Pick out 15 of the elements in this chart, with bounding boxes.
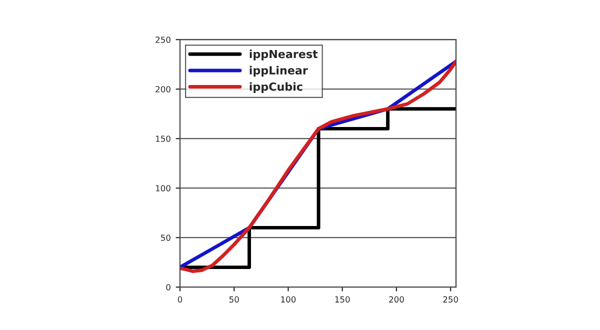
y-tick-label: 150 [156, 136, 170, 142]
y-tick-label: 100 [156, 185, 170, 192]
y-tick-label: 250 [156, 36, 170, 43]
x-tick-label: 0 [178, 296, 182, 303]
x-tick-label: 100 [281, 296, 296, 303]
x-tick-label: 150 [335, 296, 350, 303]
x-tick-label: 200 [389, 296, 404, 303]
y-tick-label: 50 [161, 234, 170, 241]
y-tick-label: 0 [166, 284, 170, 290]
legend-label: ippCubic [250, 82, 302, 93]
legend-label: ippNearest [250, 50, 318, 60]
legend-label: ippLinear [250, 66, 308, 77]
x-tick-label: 50 [229, 296, 239, 303]
y-tick-label: 200 [156, 86, 170, 92]
x-tick-label: 250 [443, 296, 458, 303]
